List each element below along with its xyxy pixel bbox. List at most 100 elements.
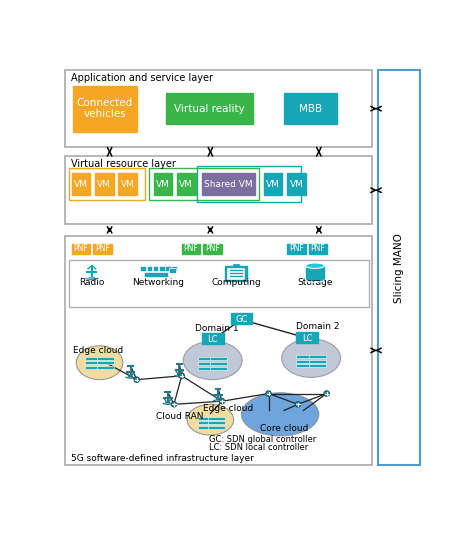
Text: VM: VM <box>97 180 111 189</box>
Text: Computing: Computing <box>211 278 261 287</box>
Bar <box>154 173 173 195</box>
Text: Application and service layer: Application and service layer <box>71 73 213 83</box>
Bar <box>69 260 369 308</box>
Text: VM: VM <box>266 180 280 189</box>
Ellipse shape <box>187 405 234 435</box>
Circle shape <box>266 391 271 396</box>
Circle shape <box>179 373 184 378</box>
Bar <box>65 156 372 224</box>
Bar <box>141 267 146 271</box>
Bar <box>225 265 247 281</box>
Ellipse shape <box>306 263 324 269</box>
Circle shape <box>324 391 329 396</box>
Bar <box>284 93 337 124</box>
Bar <box>296 364 313 367</box>
Bar <box>230 313 252 324</box>
Bar <box>306 265 324 280</box>
Bar <box>208 426 225 429</box>
Bar <box>154 267 158 271</box>
Bar <box>210 362 228 365</box>
Text: MBB: MBB <box>299 103 322 114</box>
Bar <box>208 421 225 424</box>
Bar <box>169 268 175 273</box>
Text: PNF: PNF <box>311 244 326 253</box>
Bar <box>309 364 326 367</box>
Text: VM: VM <box>156 180 170 189</box>
Text: GC: GC <box>235 315 247 324</box>
Bar <box>296 360 313 363</box>
Text: VM: VM <box>74 180 88 189</box>
Text: Edge cloud: Edge cloud <box>202 405 253 414</box>
Bar <box>210 357 228 360</box>
Bar <box>197 166 301 202</box>
Ellipse shape <box>241 393 319 436</box>
Bar <box>202 173 255 195</box>
Text: Shared VM: Shared VM <box>204 180 253 189</box>
Text: PNF: PNF <box>289 244 304 253</box>
Bar <box>85 361 102 364</box>
Bar <box>296 332 318 343</box>
Bar <box>97 361 114 364</box>
Circle shape <box>171 401 177 407</box>
Text: PNF: PNF <box>183 244 199 253</box>
Text: VM: VM <box>290 180 303 189</box>
Bar <box>198 426 215 429</box>
Text: VM: VM <box>180 180 193 189</box>
Bar <box>69 168 145 200</box>
Bar <box>233 264 239 266</box>
Bar <box>145 273 168 277</box>
Bar <box>309 360 326 363</box>
Bar <box>173 267 177 271</box>
Circle shape <box>219 399 225 404</box>
Bar <box>72 173 90 195</box>
Bar <box>160 267 164 271</box>
Bar <box>198 362 215 365</box>
Text: GC: SDN global controller: GC: SDN global controller <box>209 435 316 444</box>
Text: LC: SDN local controller: LC: SDN local controller <box>209 443 308 452</box>
Circle shape <box>295 401 301 407</box>
Bar <box>198 417 215 419</box>
Text: Cloud RAN: Cloud RAN <box>155 412 203 421</box>
Text: Radio: Radio <box>79 278 104 287</box>
Text: Connected
vehicles: Connected vehicles <box>77 98 133 119</box>
Bar <box>95 173 113 195</box>
Bar <box>65 70 372 147</box>
Bar <box>202 334 224 344</box>
Text: Core cloud: Core cloud <box>260 424 308 433</box>
Bar <box>72 244 90 254</box>
Text: PNF: PNF <box>205 244 220 253</box>
Text: VM: VM <box>120 180 135 189</box>
Bar <box>73 85 137 132</box>
Bar <box>198 357 215 360</box>
Text: Networking: Networking <box>132 278 184 287</box>
Bar <box>177 173 196 195</box>
Bar <box>166 93 253 124</box>
Bar <box>118 173 137 195</box>
Bar <box>203 244 222 254</box>
Bar <box>97 357 114 360</box>
Bar <box>85 366 102 369</box>
Bar <box>198 367 215 370</box>
Text: 5G software-defined infrastructure layer: 5G software-defined infrastructure layer <box>71 455 254 464</box>
Bar <box>182 244 201 254</box>
Bar <box>147 267 152 271</box>
Bar <box>166 267 171 271</box>
Text: Domain 2: Domain 2 <box>296 322 339 331</box>
Bar <box>296 355 313 358</box>
Text: Virtual reality: Virtual reality <box>174 103 245 114</box>
Bar <box>264 173 283 195</box>
Text: PNF: PNF <box>95 244 110 253</box>
Text: Edge cloud: Edge cloud <box>73 346 123 355</box>
Bar <box>97 366 114 369</box>
Ellipse shape <box>183 341 242 379</box>
Bar <box>208 417 225 419</box>
Bar <box>198 421 215 424</box>
Circle shape <box>134 377 139 382</box>
Bar <box>287 173 306 195</box>
Text: LC: LC <box>208 335 218 344</box>
Bar <box>378 70 420 465</box>
Text: Domain 1: Domain 1 <box>195 324 238 333</box>
Bar <box>65 236 372 465</box>
Text: LC: LC <box>302 334 312 343</box>
Text: Slicing MANO: Slicing MANO <box>394 233 404 303</box>
